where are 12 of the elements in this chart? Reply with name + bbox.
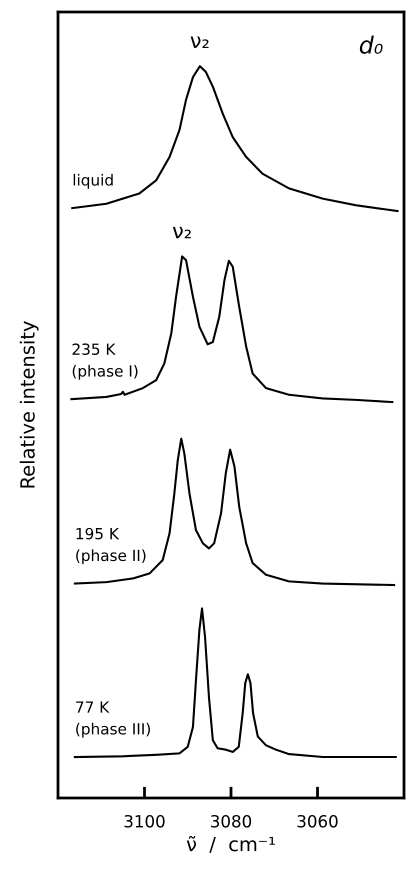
y-axis-title: Relative intensity: [20, 321, 39, 488]
x-tick-label: 3060: [298, 814, 338, 828]
x-axis-title: ν̃ / cm⁻¹: [186, 836, 275, 853]
annotation: ν₂: [190, 36, 209, 48]
x-tick-label: 3100: [124, 814, 165, 828]
series-label: 77 K (phase III): [76, 702, 150, 738]
series-label: 195 K (phase II): [76, 528, 146, 564]
series-label: liquid: [74, 174, 113, 189]
text: d₀: [360, 36, 383, 54]
series-label: 235 K (phase I): [72, 343, 138, 380]
x-tick-label: 3080: [211, 814, 252, 828]
annotation: ν₂: [172, 226, 191, 238]
